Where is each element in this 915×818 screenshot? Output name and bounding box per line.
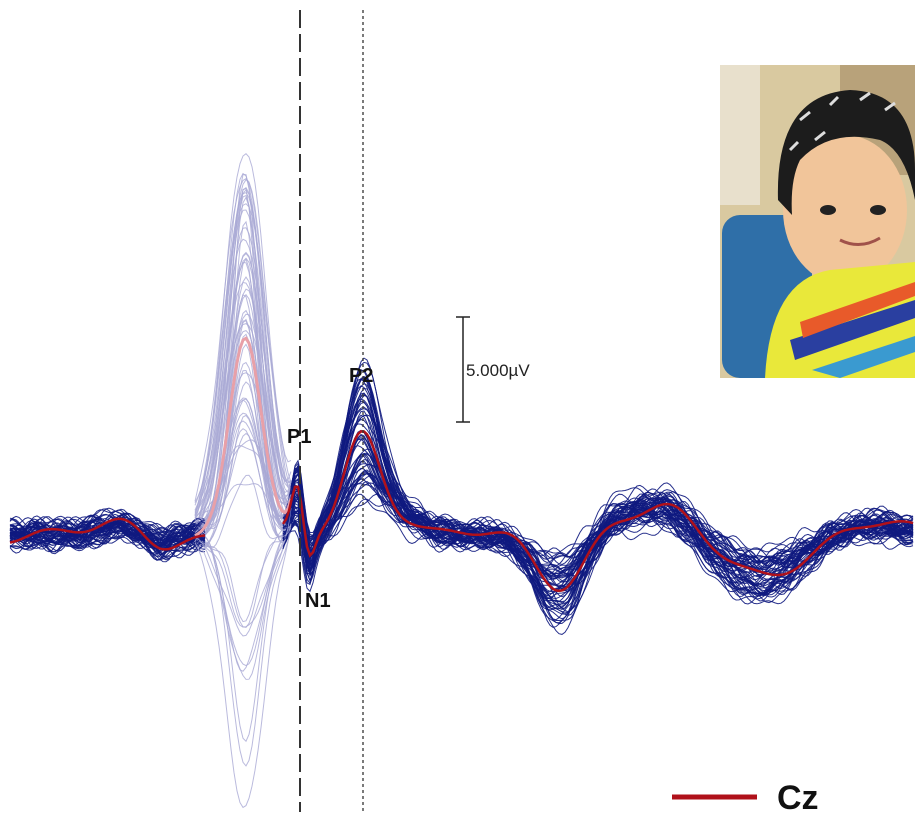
scale-label: 5.000µV [466, 361, 530, 380]
photo [720, 65, 915, 378]
peak-label: P2 [349, 365, 373, 387]
eeg-figure: 5.000µV P1 N1 P2 Cz [0, 0, 915, 818]
peak-label: P1 [287, 426, 311, 448]
legend-label: Cz [777, 779, 819, 817]
page: 5.000µV P1 N1 P2 Cz (() => { const data … [0, 0, 915, 818]
peak-label: N1 [305, 590, 331, 612]
eeg-trace [195, 529, 291, 766]
